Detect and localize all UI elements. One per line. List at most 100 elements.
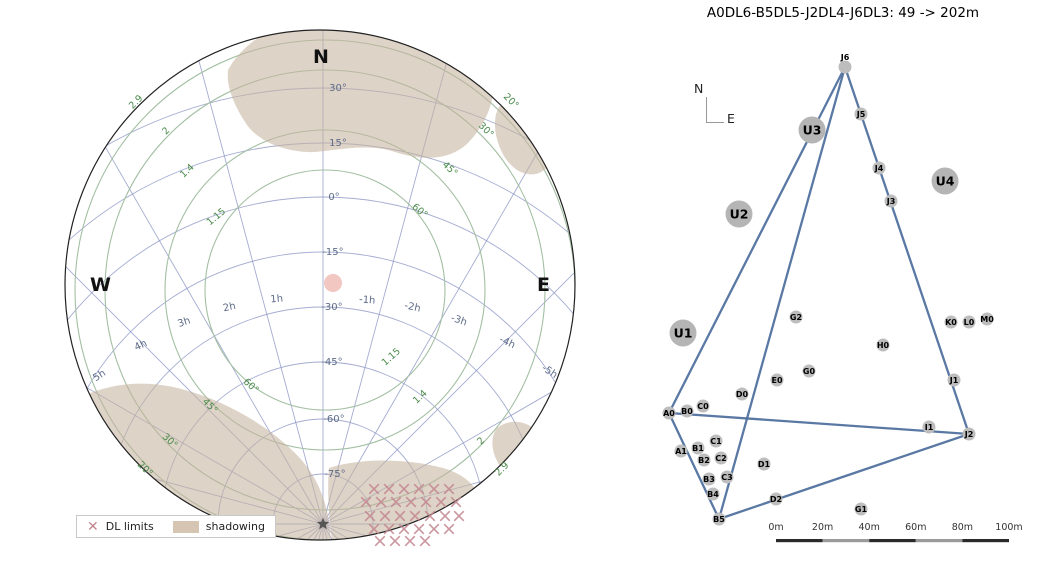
station-label: G1 (855, 505, 868, 514)
station-dot (944, 315, 958, 329)
ut-station-label: U2 (730, 207, 749, 222)
scale-tick-label: 0m (768, 522, 783, 533)
scale-tick-label: 80m (952, 522, 973, 533)
hour-tick-label: -1h (359, 294, 376, 306)
station-label: B1 (692, 444, 704, 453)
dl-limit-cross-icon (413, 483, 425, 495)
legend-shadowing-label: shadowing (205, 520, 265, 533)
station-dot (876, 338, 890, 352)
dl-limit-cross-icon (398, 483, 410, 495)
scale-tick-label: 60m (905, 522, 926, 533)
dl-limit-cross-icon (420, 496, 432, 508)
shadowing-swatch-icon (172, 520, 199, 533)
dl-limit-cross-icon (409, 510, 421, 522)
dec-tick-label: -60° (323, 414, 344, 425)
dl-limit-cross-icon (405, 496, 417, 508)
station-label: G2 (790, 313, 802, 322)
dl-limit-cross-icon (390, 496, 402, 508)
station-label: C3 (721, 473, 732, 482)
dl-limit-cross-icon (368, 483, 380, 495)
dec-tick-label: 30° (329, 83, 347, 94)
station-dot (697, 453, 711, 467)
hour-tick-label: 3h (176, 315, 192, 330)
scale-tick-label: 40m (859, 522, 880, 533)
station-dot (696, 399, 710, 413)
station-label: K0 (945, 318, 957, 327)
dl-limit-cross-icon (453, 510, 465, 522)
pole-star-icon (316, 517, 330, 530)
station-label: B3 (703, 475, 715, 484)
station-dot (838, 60, 852, 74)
dl-limit-cross-icon (389, 535, 401, 547)
dl-limit-cross-icon (435, 496, 447, 508)
station-label: C1 (710, 437, 722, 446)
scale-bar-segment (776, 539, 823, 543)
station-label: L0 (964, 318, 975, 327)
compass-axes-icon (706, 97, 724, 123)
station-label: H0 (877, 341, 890, 350)
horizon-circle (64, 29, 576, 541)
station-dot (720, 470, 734, 484)
baseline-line (717, 66, 847, 520)
station-dot (680, 404, 694, 418)
station-label: J3 (886, 197, 896, 206)
dl-limit-cross-icon (364, 510, 376, 522)
baseline-line (718, 432, 970, 521)
station-dot (709, 434, 723, 448)
station-dot (712, 512, 726, 526)
dl-limit-cross-icon (413, 523, 425, 535)
hour-tick-label: -3h (449, 313, 468, 329)
station-label: B2 (698, 456, 710, 465)
station-label: J4 (874, 164, 884, 173)
station-dot (691, 441, 705, 455)
scale-bar-segment (915, 539, 963, 543)
dl-limit-cross-icon (443, 523, 455, 535)
ut-station-dot (725, 200, 753, 228)
station-dot (922, 420, 936, 434)
station-dot (947, 373, 961, 387)
station-label: I1 (925, 423, 934, 432)
hour-meridian (177, 30, 324, 525)
station-dot (962, 427, 976, 441)
station-dot (854, 107, 868, 121)
hour-meridian (322, 127, 575, 525)
station-label: J1 (949, 376, 959, 385)
station-label: B4 (707, 490, 719, 499)
dl-limit-cross-icon (424, 510, 436, 522)
station-label: B5 (713, 515, 725, 524)
compass-east-label: E (727, 111, 735, 126)
hour-tick-label: 2h (222, 301, 237, 314)
station-label: M0 (980, 315, 994, 324)
station-dot (802, 364, 816, 378)
cardinal-west-label: W (90, 274, 111, 296)
station-dot (757, 457, 771, 471)
station-dot (735, 387, 749, 401)
cardinal-east-label: E (537, 274, 550, 296)
dec-tick-label: 0° (328, 192, 339, 203)
station-dot (980, 312, 994, 326)
hour-tick-label: 4h (133, 338, 149, 353)
dl-limit-cross-icon (375, 496, 387, 508)
station-label: D0 (736, 390, 749, 399)
station-dot (872, 161, 886, 175)
station-label: C0 (697, 402, 709, 411)
dl-limit-cross-icon (383, 483, 395, 495)
shadow-region (86, 383, 331, 540)
legend: ✕ DL limits shadowing (76, 515, 276, 538)
hour-tick-label: 1h (270, 293, 284, 305)
station-label: A1 (675, 447, 687, 456)
dl-limit-cross-icon (360, 496, 372, 508)
dl-limit-cross-icon (368, 523, 380, 535)
station-label: E0 (771, 376, 782, 385)
station-label: B0 (681, 407, 693, 416)
ut-station-dot (669, 319, 697, 347)
dl-limit-cross-icon (450, 496, 462, 508)
scale-bar-segment (822, 539, 870, 543)
station-dot (770, 373, 784, 387)
baseline-line (667, 412, 721, 520)
dl-limit-cross-icon (394, 510, 406, 522)
station-label: C2 (715, 454, 726, 463)
station-label: G0 (803, 367, 816, 376)
